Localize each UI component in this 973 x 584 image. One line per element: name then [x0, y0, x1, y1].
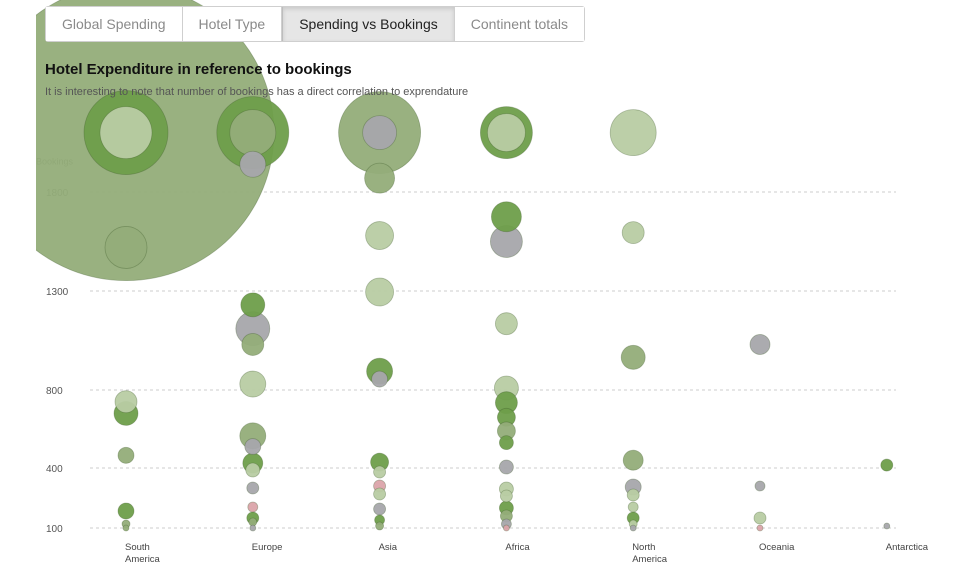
bubble [115, 391, 137, 413]
bubble [621, 345, 645, 369]
bubble [491, 202, 521, 232]
tab-bar: Global Spending Hotel Type Spending vs B… [45, 6, 585, 42]
chart-subtitle: It is interesting to note that number of… [45, 86, 468, 98]
bubble [100, 107, 152, 159]
bubble [241, 293, 265, 317]
tab-spending-vs-bookings[interactable]: Spending vs Bookings [282, 7, 455, 41]
bubble [503, 525, 509, 531]
bubble [248, 502, 258, 512]
bubble [628, 502, 638, 512]
x-tick-label: Asia [379, 542, 398, 553]
bubble [610, 110, 656, 156]
tab-continent-totals[interactable]: Continent totals [455, 7, 584, 41]
bubble [622, 222, 644, 244]
bubble [246, 463, 260, 477]
plot-area: 10040080013001800BookingsSouthAmericaEur… [0, 0, 929, 565]
bubble [230, 110, 276, 156]
bubble [630, 525, 636, 531]
bubble [374, 503, 386, 515]
bubble [363, 116, 397, 150]
y-tick-label: 100 [46, 524, 63, 535]
bubble [105, 226, 147, 268]
bubble [881, 459, 893, 471]
bubble [374, 466, 386, 478]
bubble [499, 460, 513, 474]
y-tick-label: 1300 [46, 287, 69, 298]
bubble [499, 436, 513, 450]
bubble [623, 450, 643, 470]
bubble [376, 522, 384, 530]
bubble [366, 222, 394, 250]
bubble [250, 525, 256, 531]
x-tick-label: North America [632, 542, 668, 565]
x-tick-label: Antarctica [886, 542, 929, 553]
y-tick-label: 800 [46, 386, 63, 397]
bubble [627, 489, 639, 501]
bubble [247, 482, 259, 494]
x-tick-label: Europe [252, 542, 283, 553]
bubble [118, 447, 134, 463]
bubble [757, 525, 763, 531]
bubble [755, 481, 765, 491]
bubble [242, 333, 264, 355]
bubble [118, 503, 134, 519]
y-tick-label: 400 [46, 464, 63, 475]
bubble [366, 278, 394, 306]
bubble [884, 523, 890, 529]
bubble [372, 371, 388, 387]
bubble [487, 114, 525, 152]
bubble [240, 371, 266, 397]
x-tick-label: Africa [505, 542, 530, 553]
chart-title: Hotel Expenditure in reference to bookin… [45, 61, 352, 78]
tab-hotel-type[interactable]: Hotel Type [183, 7, 283, 41]
bubble [750, 334, 770, 354]
x-tick-label: Oceania [759, 542, 795, 553]
tab-global-spending[interactable]: Global Spending [46, 7, 183, 41]
bubble [123, 525, 129, 531]
bubble [495, 313, 517, 335]
bubble [754, 512, 766, 524]
x-tick-label: South America [125, 542, 161, 565]
bubble [365, 163, 395, 193]
bubble [245, 439, 261, 455]
bubble [374, 488, 386, 500]
bubble [500, 490, 512, 502]
bubble [240, 151, 266, 177]
